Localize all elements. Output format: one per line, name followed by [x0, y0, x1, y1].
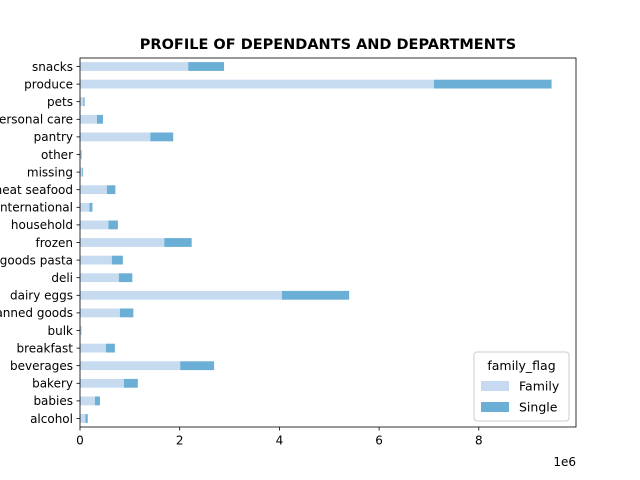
bar-family-personal-care	[80, 114, 97, 124]
bar-family-household	[80, 220, 109, 230]
bar-single-missing	[82, 167, 84, 177]
y-tick-label: babies	[33, 394, 73, 408]
y-tick-label: international	[0, 201, 73, 215]
bar-family-snacks	[80, 62, 189, 71]
bar-family-alcohol	[80, 414, 86, 423]
y-tick-label: snacks	[32, 60, 73, 74]
legend-swatch-family	[481, 381, 509, 391]
bar-single-canned-goods	[119, 308, 134, 318]
x-tick-label: 2	[176, 434, 184, 448]
y-tick-label: frozen	[35, 236, 73, 250]
bar-single-dairy-eggs	[281, 290, 350, 300]
bar-family-deli	[80, 273, 119, 283]
bar-single-alcohol	[85, 414, 88, 423]
y-tick-label: beverages	[10, 359, 73, 373]
y-tick-label: other	[41, 148, 73, 162]
x-tick-label: 8	[475, 434, 483, 448]
bar-family-bakery	[80, 378, 124, 388]
x-tick-label: 0	[76, 434, 84, 448]
bar-family-breakfast	[80, 343, 106, 353]
x-tick-label: 4	[276, 434, 284, 448]
bar-single-frozen	[164, 238, 192, 247]
bar-single-beverages	[180, 361, 215, 371]
y-tick-label: bulk	[47, 324, 73, 338]
y-tick-label: personal care	[0, 113, 73, 127]
bar-family-canned-goods	[80, 308, 120, 318]
bar-family-babies	[80, 396, 95, 406]
bar-family-other	[80, 150, 82, 159]
bar-single-deli	[118, 273, 133, 283]
bar-single-breakfast	[105, 343, 115, 353]
y-tick-label: alcohol	[30, 412, 73, 426]
y-tick-label: missing	[27, 165, 73, 179]
chart-title: PROFILE OF DEPENDANTS AND DEPARTMENTS	[140, 37, 516, 53]
y-axis-ticks: alcohol babies bakery beverages breakfast bul…	[0, 60, 80, 426]
bar-single-pantry	[150, 132, 174, 142]
bar-single-pets	[83, 97, 85, 107]
bars-group	[80, 62, 552, 423]
bar-family-beverages	[80, 361, 181, 371]
bar-family-pets	[80, 97, 84, 107]
bar-single-babies	[94, 396, 100, 406]
y-tick-label: breakfast	[16, 341, 73, 355]
y-tick-label: deli	[51, 271, 73, 285]
y-tick-label: meat seafood	[0, 183, 73, 197]
bar-single-bakery	[123, 378, 138, 388]
bar-family-frozen	[80, 238, 165, 247]
legend-title: family_flag	[487, 358, 555, 373]
y-tick-label: pantry	[34, 130, 73, 144]
bar-single-international	[89, 202, 93, 212]
x-axis-ticks: 0 2 4 6 8	[76, 427, 483, 448]
bar-single-household	[108, 220, 118, 230]
legend: family_flag Family Single	[473, 351, 570, 422]
bar-single-snacks	[188, 62, 225, 71]
bar-family-missing	[80, 167, 83, 177]
bar-family-bulk	[80, 326, 82, 335]
y-tick-label: bakery	[32, 377, 73, 391]
legend-label-family: Family	[519, 379, 560, 394]
y-tick-label: household	[11, 218, 73, 232]
bar-family-dry-goods-pasta	[80, 255, 112, 265]
axes-frame	[79, 57, 577, 428]
y-tick-label: dairy eggs	[10, 289, 73, 303]
bar-single-produce	[433, 79, 552, 89]
y-tick-label: dry goods pasta	[0, 253, 73, 267]
x-tick-label: 6	[375, 434, 383, 448]
bar-single-dry-goods-pasta	[111, 255, 123, 265]
y-tick-label: canned goods	[0, 306, 73, 320]
bar-single-meat-seafood	[106, 185, 116, 195]
legend-swatch-single	[481, 402, 509, 412]
bar-family-pantry	[80, 132, 151, 142]
bar-family-dairy-eggs	[80, 290, 282, 300]
legend-label-single: Single	[519, 400, 558, 415]
bar-family-international	[80, 202, 90, 212]
y-tick-label: pets	[47, 95, 73, 109]
bar-family-produce	[80, 79, 434, 89]
bar-single-personal-care	[96, 114, 103, 124]
y-tick-label: produce	[24, 77, 73, 91]
x-axis-scale-label: 1e6	[553, 455, 576, 469]
bar-family-meat-seafood	[80, 185, 107, 195]
